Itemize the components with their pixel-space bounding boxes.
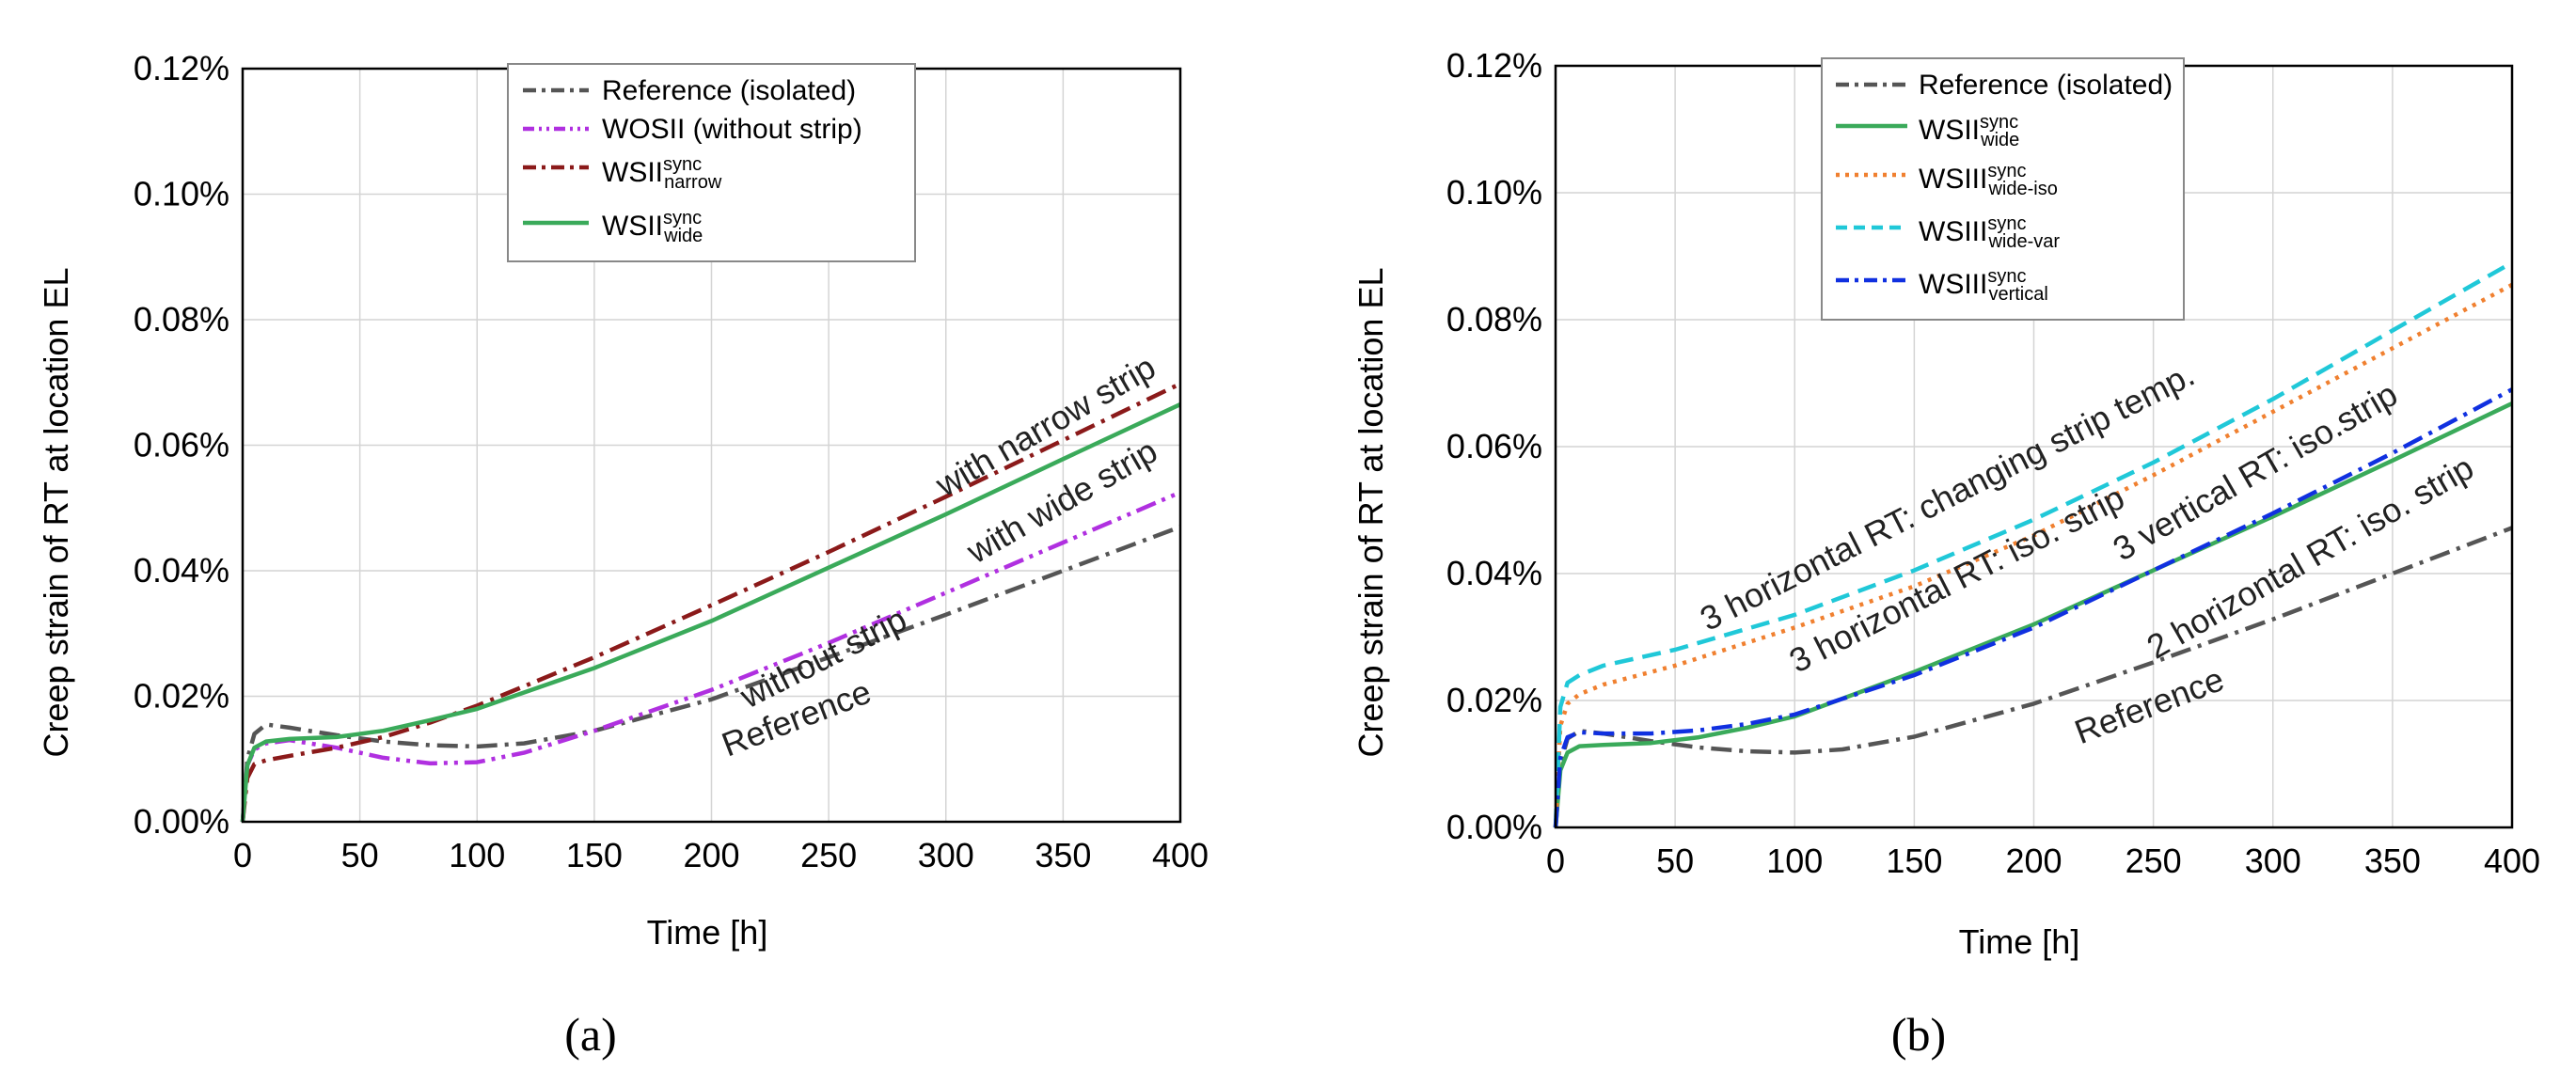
panel-a-xtick-8: 400 [1152, 836, 1209, 874]
panel-b-xtick-4: 200 [2005, 842, 2062, 880]
panel-b-xlabel: Time [h] [1959, 922, 2080, 961]
panel-b-ytick-0: 0.00% [1446, 808, 1542, 846]
panel-b-ytick-1: 0.02% [1446, 681, 1542, 719]
panel-a-x-ticks: 0 50 100 150 200 250 300 350 400 [233, 836, 1209, 874]
panel-a-annotations: with narrow strip with wide strip withou… [717, 347, 1163, 763]
panel-b-series [1553, 260, 2514, 828]
panel-a-ylabel: Creep strain of RT at location EL [37, 268, 75, 758]
panel-b-series-line-3 [1553, 260, 2514, 828]
panel-b-legend-label-3: WSIIIsync wide-var [1919, 213, 2060, 252]
panel-b: Creep strain of RT at location EL Time [… [1351, 46, 2540, 1061]
panel-b-xtick-5: 250 [2126, 842, 2182, 880]
panel-a-ytick-5: 0.10% [134, 175, 229, 213]
panel-a-ytick-6: 0.12% [134, 49, 229, 87]
panel-a-legend: Reference (isolated) WOSII (without stri… [507, 63, 916, 262]
panel-a-ytick-2: 0.04% [134, 551, 229, 590]
panel-b-ytick-6: 0.12% [1446, 46, 1542, 85]
panel-b-legend-box [1821, 57, 2185, 321]
panel-a-xlabel: Time [h] [647, 913, 768, 952]
panel-a-xtick-2: 100 [449, 836, 505, 874]
panel-a-label: (a) [564, 1008, 617, 1061]
panel-a: Creep strain of RT at location EL Time [… [37, 49, 1209, 1061]
panel-b-legend-label-2: WSIIIsync wide-iso [1919, 161, 2058, 199]
panel-b-xtick-1: 50 [1656, 842, 1694, 880]
panel-a-xtick-5: 250 [800, 836, 857, 874]
panel-a-series-line-0 [240, 525, 1181, 823]
panel-b-ytick-5: 0.10% [1446, 173, 1542, 212]
panel-a-series-line-3 [240, 402, 1181, 823]
panel-a-legend-label-0: Reference (isolated) [602, 75, 856, 106]
panel-b-xtick-0: 0 [1546, 842, 1565, 880]
panel-b-legend-label-0: Reference (isolated) [1919, 70, 2173, 101]
panel-a-ytick-4: 0.08% [134, 300, 229, 338]
panel-a-ytick-0: 0.00% [134, 802, 229, 841]
panel-a-ytick-1: 0.02% [134, 677, 229, 716]
panel-a-xtick-4: 200 [683, 836, 739, 874]
panel-b-ytick-3: 0.06% [1446, 427, 1542, 465]
panel-b-annotations: 3 horizontal RT: changing strip temp. 3 … [1694, 354, 2480, 751]
panel-a-legend-box [507, 63, 916, 262]
panel-b-xtick-2: 100 [1766, 842, 1823, 880]
panel-b-legend-label-4: WSIIIsync vertical [1919, 266, 2048, 305]
panel-a-xtick-7: 350 [1035, 836, 1091, 874]
panel-a-legend-label-1: WOSII (without strip) [602, 114, 862, 145]
panel-a-xtick-3: 150 [566, 836, 623, 874]
panel-a-y-ticks: 0.00% 0.02% 0.04% 0.06% 0.08% 0.10% 0.12… [134, 49, 229, 841]
panel-a-series-line-2 [240, 382, 1181, 823]
panel-a-xtick-0: 0 [233, 836, 252, 874]
panel-a-ytick-3: 0.06% [134, 426, 229, 464]
panel-b-annotation-2h-iso: 2 horizontal RT: iso. strip [2141, 448, 2480, 666]
panel-a-legend-label-3: WSIIsync wide [602, 208, 703, 246]
panel-b-legend: Reference (isolated) WSIIsync wide WSIIIs… [1821, 57, 2185, 321]
panel-b-y-ticks: 0.00% 0.02% 0.04% 0.06% 0.08% 0.10% 0.12… [1446, 46, 1542, 846]
panel-b-ytick-2: 0.04% [1446, 554, 1542, 592]
panel-b-xtick-7: 350 [2364, 842, 2421, 880]
panel-b-series-line-4 [1553, 387, 2514, 828]
panel-b-ytick-4: 0.08% [1446, 300, 1542, 338]
panel-b-series-line-2 [1553, 282, 2514, 828]
panel-a-series [240, 382, 1181, 823]
panel-b-xtick-3: 150 [1886, 842, 1942, 880]
panel-b-xtick-8: 400 [2484, 842, 2540, 880]
panel-a-xtick-1: 50 [341, 836, 379, 874]
panel-b-ylabel: Creep strain of RT at location EL [1351, 268, 1390, 758]
panel-b-xtick-6: 300 [2245, 842, 2301, 880]
panel-b-x-ticks: 0 50 100 150 200 250 300 350 400 [1546, 842, 2540, 880]
panel-a-legend-label-2: WSIIsync narrow [602, 154, 722, 193]
panel-a-series-line-1 [240, 490, 1181, 823]
panel-b-legend-label-1: WSIIsync wide [1919, 112, 2019, 150]
panel-a-xtick-6: 300 [918, 836, 974, 874]
panel-b-label: (b) [1891, 1008, 1946, 1061]
panel-b-annotation-reference: Reference [2069, 659, 2229, 751]
